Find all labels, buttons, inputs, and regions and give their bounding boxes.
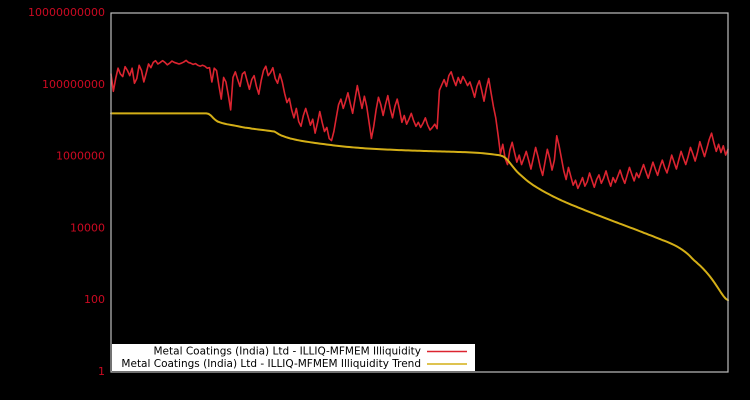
plot-frame-border: [110, 12, 729, 373]
illiquidity-line: [110, 59, 729, 190]
y-axis-tick-label: 10000000000: [28, 6, 105, 19]
legend-label: Metal Coatings (India) Ltd - ILLIQ-MFMEM…: [121, 358, 421, 370]
y-axis-tick-label: 1: [98, 365, 105, 378]
y-axis-tick-label: 10000: [70, 221, 105, 234]
legend-background: [112, 344, 475, 371]
plot-area-background: [111, 13, 728, 372]
illiquidity-trend-line: [110, 112, 729, 302]
chart-legend[interactable]: Metal Coatings (India) Ltd - ILLIQ-MFMEM…: [112, 344, 475, 371]
y-axis-tick-label: 100000000: [42, 78, 105, 91]
data-series-group: [110, 59, 729, 302]
legend-label: Metal Coatings (India) Ltd - ILLIQ-MFMEM…: [154, 346, 422, 358]
y-axis-tick-label: 1000000: [56, 150, 105, 163]
y-axis-tick-labels: 10000000000 100000000 1000000 10000 100 1: [28, 6, 105, 378]
y-axis-tick-label: 100: [84, 293, 105, 306]
